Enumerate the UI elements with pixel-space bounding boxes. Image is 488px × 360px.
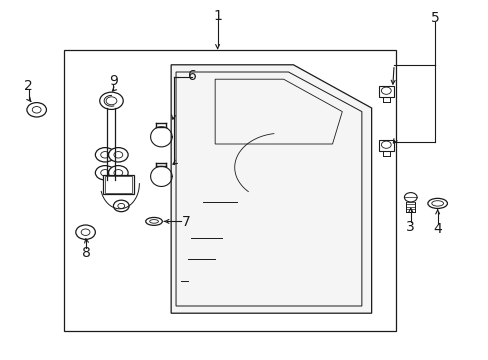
Bar	[63, 50, 395, 331]
Text: 5: 5	[430, 11, 439, 25]
Circle shape	[106, 97, 117, 105]
Circle shape	[101, 170, 109, 176]
Bar	[378, 140, 393, 151]
Circle shape	[118, 203, 124, 208]
Ellipse shape	[431, 201, 443, 206]
Bar	[378, 86, 393, 97]
Circle shape	[404, 193, 416, 202]
Circle shape	[113, 200, 129, 212]
Circle shape	[108, 148, 128, 162]
Bar	[105, 176, 132, 193]
Circle shape	[114, 170, 122, 176]
Text: 1: 1	[213, 9, 222, 23]
Text: 2: 2	[24, 80, 33, 93]
Circle shape	[108, 166, 128, 180]
Text: 7: 7	[181, 216, 190, 229]
Circle shape	[95, 166, 115, 180]
Ellipse shape	[145, 217, 162, 225]
Circle shape	[81, 229, 90, 235]
Circle shape	[101, 152, 109, 158]
Circle shape	[32, 107, 41, 113]
Ellipse shape	[149, 220, 158, 223]
Circle shape	[27, 103, 46, 117]
Text: 8: 8	[81, 246, 90, 260]
Circle shape	[381, 87, 390, 94]
Circle shape	[76, 225, 95, 239]
Polygon shape	[171, 65, 371, 313]
Ellipse shape	[427, 198, 447, 208]
Circle shape	[114, 152, 122, 158]
Circle shape	[381, 141, 390, 148]
Text: 6: 6	[187, 69, 196, 82]
Text: 4: 4	[432, 222, 441, 235]
Bar	[102, 175, 134, 194]
Text: 9: 9	[109, 74, 118, 88]
Circle shape	[95, 148, 115, 162]
Circle shape	[100, 92, 123, 109]
Text: 3: 3	[406, 220, 414, 234]
